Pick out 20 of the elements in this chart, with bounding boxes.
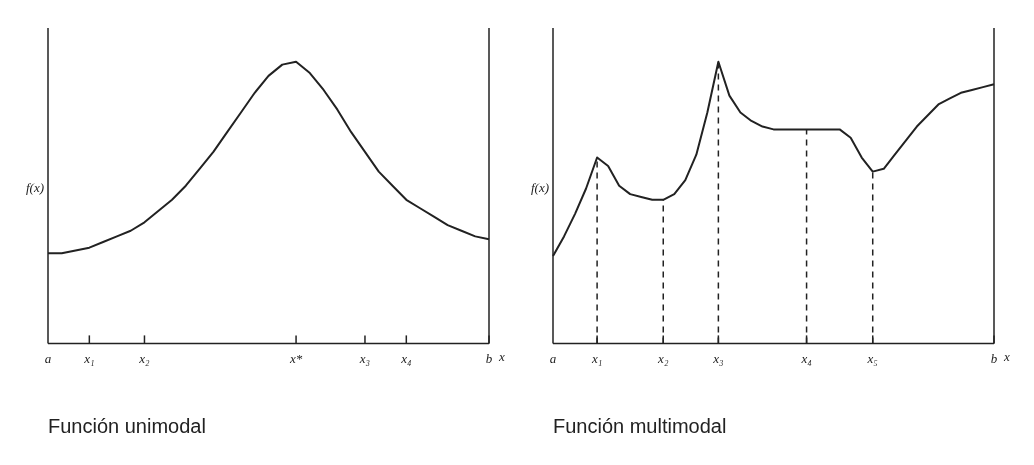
x-tick-label: a (549, 350, 557, 366)
text: Función multimodal (553, 414, 727, 437)
x-axis-title: x (1003, 348, 1010, 364)
x-axis-title: x (498, 348, 505, 364)
x-tick-label: b (990, 350, 998, 366)
x-tick-label: x₁ (590, 350, 603, 366)
text: Función unimodal (48, 414, 206, 437)
x-tick-label: x₃ (712, 350, 724, 366)
x-tick-label: x₄ (800, 350, 813, 366)
x-tick-label: x₂ (138, 350, 151, 366)
y-axis-title: f(x) (25, 179, 44, 195)
x-tick-label: x₃ (358, 350, 371, 366)
x-tick-label: x₁ (83, 350, 95, 366)
x-tick-label: x₅ (866, 350, 878, 366)
y-axis-title: f(x) (530, 179, 549, 195)
x-tick-label: x* (288, 350, 303, 366)
x-tick-label: b (485, 350, 493, 366)
x-tick-label: x₂ (657, 350, 669, 366)
x-tick-label: a (44, 350, 52, 366)
x-tick-label: x₄ (400, 350, 412, 366)
